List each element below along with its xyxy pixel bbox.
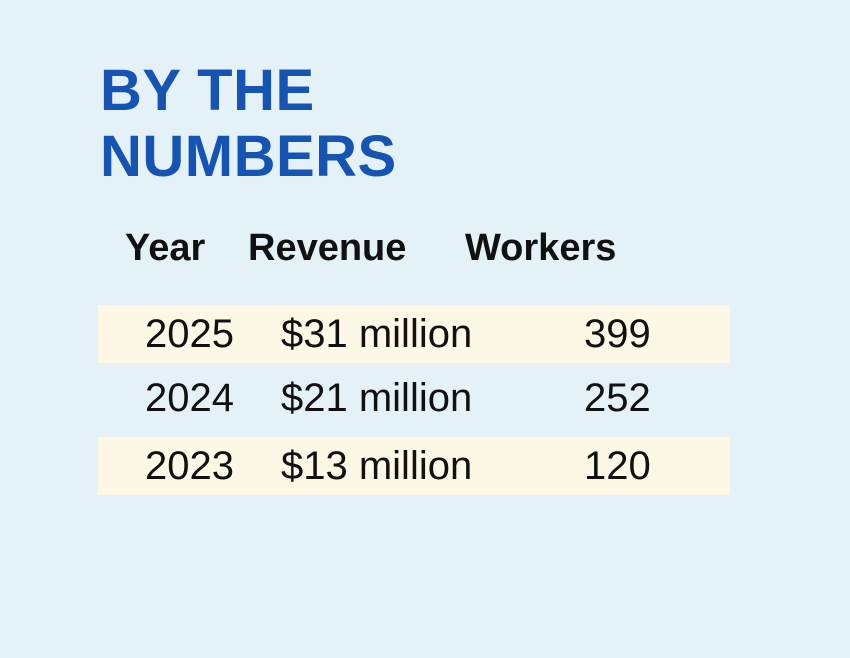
cell-year: 2024	[145, 376, 234, 420]
cell-revenue: $21 million	[281, 376, 473, 420]
cell-revenue: $31 million	[281, 312, 473, 356]
column-header-workers: Workers	[465, 227, 617, 269]
title-line-1: BY THE	[100, 58, 315, 123]
chart-title: BY THE NUMBERS	[100, 58, 397, 190]
table-header: Year Revenue Workers	[100, 222, 730, 274]
title-line-2: NUMBERS	[100, 124, 397, 189]
table-row: 2025 $31 million 399	[98, 305, 730, 363]
cell-year: 2023	[145, 444, 234, 488]
cell-year: 2025	[145, 312, 234, 356]
column-header-revenue: Revenue	[248, 227, 407, 269]
table-row: 2023 $13 million 120	[98, 437, 730, 495]
cell-revenue: $13 million	[281, 444, 473, 488]
cell-workers: 120	[584, 444, 651, 488]
cell-workers: 399	[584, 312, 651, 356]
cell-workers: 252	[584, 376, 651, 420]
table-row: 2024 $21 million 252	[98, 369, 730, 427]
column-header-year: Year	[125, 227, 206, 269]
